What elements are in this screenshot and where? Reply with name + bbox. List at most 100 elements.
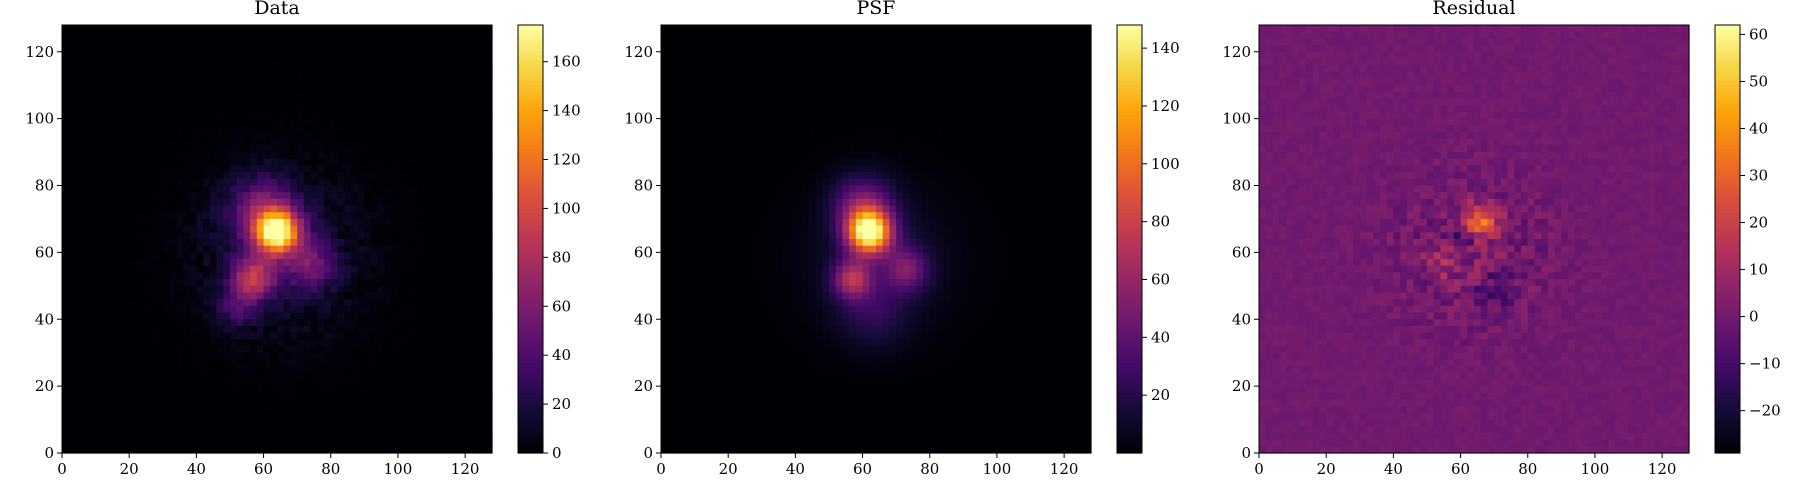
heatmap-cell [264, 192, 271, 199]
heatmap-cell [129, 38, 136, 45]
heatmap-cell [96, 393, 103, 400]
heatmap-cell [391, 359, 398, 366]
heatmap-cell [331, 165, 338, 172]
heatmap-cell [183, 186, 190, 193]
heatmap-cell [237, 420, 244, 427]
heatmap-cell [438, 246, 445, 253]
heatmap-cell [317, 319, 324, 326]
heatmap-cell [284, 25, 291, 32]
heatmap-cell [277, 393, 284, 400]
heatmap-cell [116, 333, 123, 340]
heatmap-cell [122, 313, 129, 320]
heatmap-cell [75, 339, 82, 346]
heatmap-cell [122, 373, 129, 380]
heatmap-cell [149, 219, 156, 226]
heatmap-cell [317, 252, 324, 259]
heatmap-cell [364, 259, 371, 266]
heatmap-cell [997, 45, 1004, 52]
heatmap-cell [264, 79, 271, 86]
heatmap-cell [122, 326, 129, 333]
heatmap-cell [472, 239, 479, 246]
heatmap-cell [223, 38, 230, 45]
heatmap-cell [769, 25, 776, 32]
heatmap-cell [290, 92, 297, 99]
heatmap-cell [237, 386, 244, 393]
heatmap-cell [445, 299, 452, 306]
heatmap-cell [984, 92, 991, 99]
heatmap-cell [297, 192, 304, 199]
heatmap-cell [371, 38, 378, 45]
heatmap-cell [849, 99, 856, 106]
heatmap-cell [311, 219, 318, 226]
heatmap-cell [250, 272, 257, 279]
heatmap-cell [364, 326, 371, 333]
heatmap-cell [923, 65, 930, 72]
heatmap-cell [681, 38, 688, 45]
heatmap-cell [102, 306, 109, 313]
heatmap-cell [129, 259, 136, 266]
heatmap-cell [297, 293, 304, 300]
heatmap-cell [715, 92, 722, 99]
heatmap-cell [317, 406, 324, 413]
heatmap-cell [217, 165, 224, 172]
heatmap-cell [438, 279, 445, 286]
heatmap-cell [304, 306, 311, 313]
heatmap-cell [277, 440, 284, 447]
heatmap-cell [950, 58, 957, 65]
heatmap-cell [378, 72, 385, 79]
colorbar-segment [518, 260, 543, 265]
heatmap-cell [297, 52, 304, 59]
heatmap-cell [284, 192, 291, 199]
heatmap-cell [1064, 25, 1071, 32]
heatmap-cell [297, 373, 304, 380]
heatmap-cell [445, 379, 452, 386]
heatmap-cell [257, 125, 264, 132]
heatmap-cell [270, 99, 277, 106]
heatmap-cell [418, 386, 425, 393]
heatmap-cell [96, 85, 103, 92]
heatmap-cell [75, 359, 82, 366]
heatmap-cell [109, 359, 116, 366]
heatmap-cell [358, 179, 365, 186]
heatmap-cell [351, 199, 358, 206]
heatmap-cell [385, 400, 392, 407]
heatmap-cell [156, 339, 163, 346]
heatmap-cell [250, 306, 257, 313]
heatmap-cell [264, 353, 271, 360]
heatmap-cell [277, 58, 284, 65]
heatmap-cell [82, 25, 89, 32]
heatmap-cell [143, 286, 150, 293]
heatmap-cell [270, 353, 277, 360]
heatmap-cell [970, 38, 977, 45]
heatmap-cell [378, 132, 385, 139]
heatmap-cell [398, 99, 405, 106]
heatmap-cell [708, 58, 715, 65]
heatmap-cell [324, 393, 331, 400]
heatmap-cell [297, 206, 304, 213]
heatmap-cell [264, 239, 271, 246]
heatmap-cell [277, 246, 284, 253]
heatmap-cell [755, 52, 762, 59]
heatmap-cell [452, 306, 459, 313]
heatmap-cell [304, 400, 311, 407]
heatmap-cell [149, 252, 156, 259]
heatmap-cell [916, 45, 923, 52]
colorbar-segment [518, 402, 543, 407]
heatmap-cell [317, 279, 324, 286]
heatmap-cell [96, 52, 103, 59]
heatmap-cell [405, 232, 412, 239]
heatmap-cell [331, 99, 338, 106]
heatmap-cell [311, 132, 318, 139]
heatmap-cell [371, 58, 378, 65]
heatmap-cell [465, 32, 472, 39]
heatmap-cell [984, 72, 991, 79]
heatmap-cell [378, 379, 385, 386]
heatmap-cell [856, 32, 863, 39]
heatmap-cell [479, 72, 486, 79]
heatmap-cell [405, 212, 412, 219]
x-tick-label: 120 [451, 460, 480, 478]
heatmap-cell [129, 359, 136, 366]
heatmap-cell [856, 45, 863, 52]
heatmap-cell [742, 92, 749, 99]
heatmap-cell [398, 400, 405, 407]
